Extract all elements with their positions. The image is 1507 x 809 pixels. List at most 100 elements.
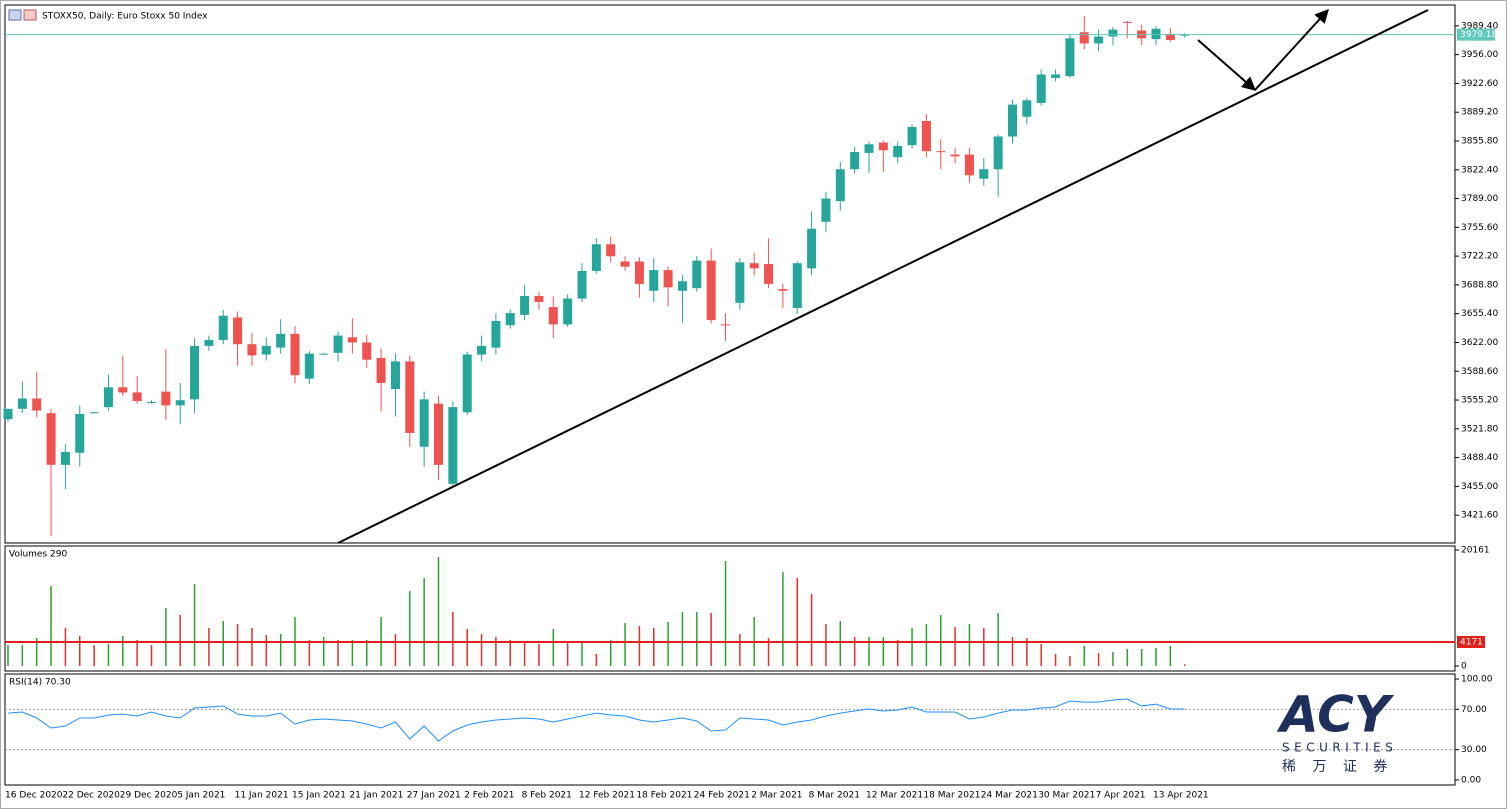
y-tick-label: 3822.40 (1461, 165, 1498, 175)
candle-body (764, 264, 774, 284)
candle-body (864, 144, 874, 153)
candle-body (634, 261, 644, 284)
y-tick-label: 70.00 (1461, 705, 1487, 715)
x-tick-label: 18 Feb 2021 (636, 791, 692, 801)
candle-body (390, 361, 400, 390)
candle-body (161, 391, 171, 406)
y-tick-label: 3421.60 (1461, 511, 1498, 521)
candle-body (477, 345, 487, 355)
y-tick-label: 3922.60 (1461, 79, 1498, 89)
candle-body (721, 324, 730, 326)
y-tick-label: 3755.60 (1461, 223, 1498, 233)
current-price-label: 3979.18 (1460, 30, 1497, 40)
candle-body (735, 262, 745, 303)
y-tick-label: 3855.80 (1461, 136, 1498, 146)
candle-body (520, 295, 530, 315)
candle-body (606, 244, 616, 257)
candle-body (319, 353, 329, 355)
candle-body (89, 412, 99, 414)
x-tick-label: 8 Mar 2021 (809, 791, 860, 801)
candle-body (190, 345, 200, 400)
candle-body (118, 387, 128, 393)
candle-body (505, 313, 515, 326)
candle-body (591, 244, 601, 271)
candle-body (1094, 36, 1104, 44)
candle-body (290, 333, 300, 376)
candle-body (1008, 104, 1017, 137)
candle-body (706, 260, 716, 321)
candle-body (921, 120, 931, 152)
y-tick-label: 30.00 (1461, 745, 1487, 755)
x-tick-label: 22 Dec 2020 (62, 791, 120, 801)
x-tick-label: 5 Jan 2021 (177, 791, 225, 801)
volume-panel (4, 545, 1456, 672)
candle-body (204, 339, 214, 346)
candle-body (792, 263, 802, 308)
candle-body (304, 353, 314, 379)
candle-body (835, 169, 845, 202)
logo-name: ACY (1276, 686, 1395, 744)
x-tick-label: 11 Jan 2021 (235, 791, 289, 801)
candle-body (46, 413, 56, 465)
y-tick-label: 3956.00 (1461, 50, 1498, 60)
symbol-icon (8, 9, 22, 21)
candle-body (979, 169, 989, 179)
candle-body (247, 344, 257, 356)
y-tick-label: 3555.20 (1461, 396, 1498, 406)
plot-layer: 3421.60 3455.00 3488.40 3521.80 3555.20 3588.… (3, 15, 1498, 785)
candle-body (405, 361, 415, 433)
candle-body (261, 345, 271, 355)
y-tick-label: 0.00 (1461, 775, 1481, 785)
candle-body (993, 136, 1003, 170)
candle-body (462, 354, 472, 413)
x-tick-label: 18 Mar 2021 (923, 791, 980, 801)
candle-body (3, 408, 13, 420)
candle-body (1065, 38, 1075, 77)
x-tick-label: 15 Jan 2021 (292, 791, 346, 801)
candle-body (233, 317, 243, 345)
candle-body (434, 403, 443, 465)
x-tick-label: 12 Mar 2021 (866, 791, 923, 801)
x-tick-label: 29 Dec 2020 (120, 791, 178, 801)
candle-body (936, 151, 946, 153)
candle-body (850, 152, 860, 170)
candle-body (419, 399, 429, 447)
y-tick-label: 3722.20 (1461, 252, 1498, 262)
y-tick-label: 3588.60 (1461, 367, 1498, 377)
candle-body (333, 335, 343, 353)
candle-body (964, 154, 974, 176)
candle-body (1165, 33, 1175, 40)
logo-sub: SECURITIES (1282, 741, 1397, 755)
x-tick-label: 13 Apr 2021 (1153, 791, 1209, 801)
current-price-box (1457, 28, 1495, 41)
logo-cn: 稀 万 证 券 (1282, 759, 1393, 775)
candle-body (1180, 34, 1190, 36)
x-tick-label: 24 Mar 2021 (981, 791, 1038, 801)
candle-body (103, 387, 113, 408)
volume-level-box (1457, 636, 1485, 649)
y-tick-label: 3789.00 (1461, 194, 1498, 204)
x-tick-label: 24 Feb 2021 (694, 791, 750, 801)
y-tick-label: 3889.20 (1461, 108, 1498, 118)
price-panel (4, 4, 1456, 544)
candle-body (276, 333, 286, 348)
candle-body (1051, 74, 1061, 78)
rsi-panel (4, 673, 1456, 786)
candle-body (907, 127, 917, 146)
candle-body (821, 198, 831, 222)
y-tick-label: 100.00 (1461, 675, 1493, 685)
candle-body (147, 401, 156, 403)
y-tick-label: 3455.00 (1461, 482, 1498, 492)
candle-body (32, 398, 42, 411)
y-tick-label: 3521.80 (1461, 424, 1498, 434)
candle-body (778, 289, 788, 291)
candle-body (649, 270, 659, 291)
y-tick-label: 3488.40 (1461, 453, 1498, 463)
arrow-down (1197, 39, 1257, 91)
candle-body (448, 407, 458, 484)
candle-body (362, 342, 372, 360)
y-tick-label: 3655.40 (1461, 309, 1498, 319)
rsi-title: RSI(14) 70.30 (9, 678, 71, 688)
candle-body (692, 260, 702, 289)
